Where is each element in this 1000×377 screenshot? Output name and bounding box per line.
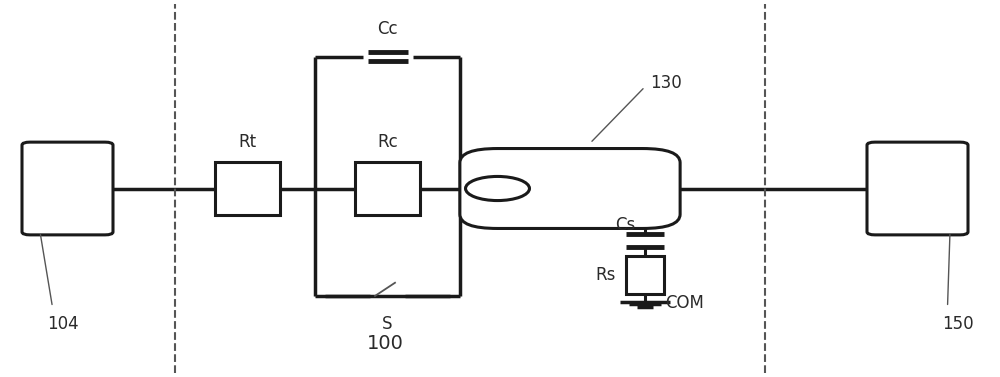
Text: 130: 130 [650,74,682,92]
FancyBboxPatch shape [460,149,680,228]
Bar [355,162,420,215]
Bar [215,162,280,215]
Text: Rs: Rs [596,266,616,284]
Text: 150: 150 [942,315,974,333]
Text: 104: 104 [48,315,79,333]
Text: S: S [382,315,393,333]
Text: Cc: Cc [377,20,398,38]
Bar [626,256,664,294]
Circle shape [466,176,529,201]
Text: 100: 100 [367,334,403,352]
FancyBboxPatch shape [22,142,113,235]
Text: COM: COM [665,294,704,313]
FancyBboxPatch shape [867,142,968,235]
Text: Cs: Cs [615,216,635,234]
Text: Rt: Rt [238,133,257,151]
Text: Rc: Rc [377,133,398,151]
